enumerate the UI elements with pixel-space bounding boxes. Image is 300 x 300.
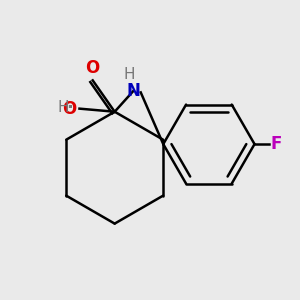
Text: H: H bbox=[58, 100, 69, 115]
Text: ·: · bbox=[66, 99, 73, 117]
Text: O: O bbox=[62, 100, 76, 118]
Text: F: F bbox=[271, 135, 282, 153]
Text: H: H bbox=[123, 67, 135, 82]
Text: O: O bbox=[85, 58, 100, 76]
Text: N: N bbox=[126, 82, 140, 100]
